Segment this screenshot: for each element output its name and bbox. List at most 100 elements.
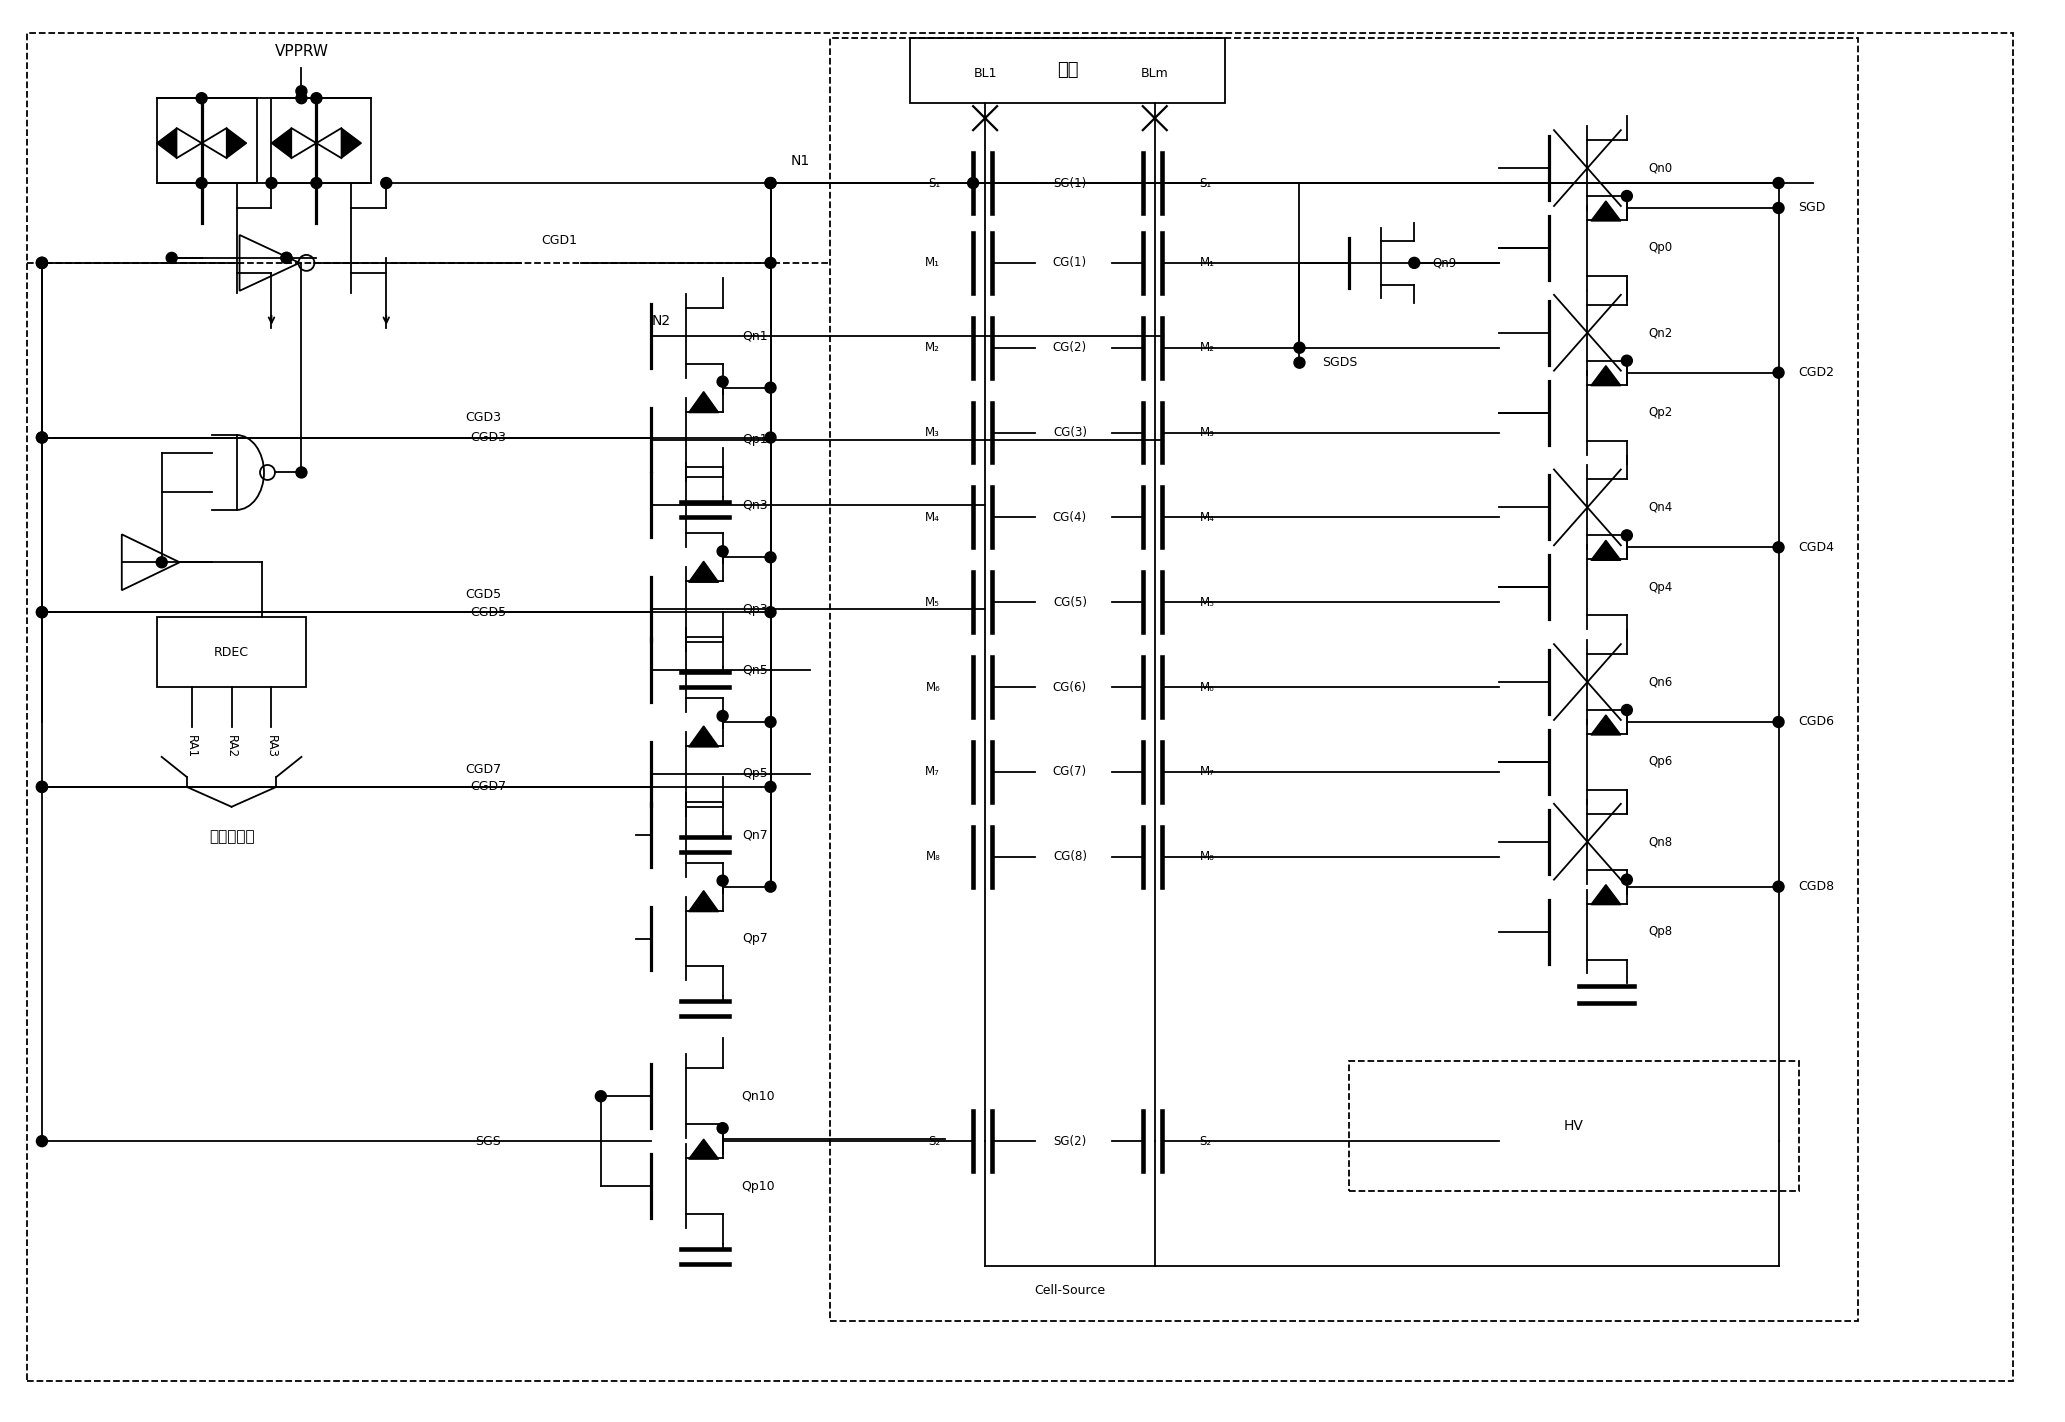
Circle shape bbox=[1774, 178, 1784, 189]
Circle shape bbox=[1621, 875, 1631, 884]
Text: CGD3: CGD3 bbox=[465, 411, 502, 424]
Circle shape bbox=[37, 1136, 47, 1146]
Circle shape bbox=[266, 178, 277, 189]
Circle shape bbox=[281, 252, 291, 263]
Text: BLm: BLm bbox=[1140, 67, 1169, 80]
Text: CG(3): CG(3) bbox=[1053, 427, 1086, 439]
Text: S₂: S₂ bbox=[927, 1135, 940, 1148]
Circle shape bbox=[764, 552, 776, 563]
Text: Qp6: Qp6 bbox=[1648, 755, 1673, 768]
Polygon shape bbox=[688, 562, 719, 582]
Polygon shape bbox=[227, 128, 246, 158]
Text: CG(5): CG(5) bbox=[1053, 596, 1086, 609]
Polygon shape bbox=[688, 727, 719, 747]
Circle shape bbox=[1774, 882, 1784, 892]
Circle shape bbox=[764, 717, 776, 728]
Text: N1: N1 bbox=[791, 154, 809, 168]
Text: 位线: 位线 bbox=[1057, 61, 1078, 80]
Circle shape bbox=[37, 257, 47, 269]
Text: Qn2: Qn2 bbox=[1648, 326, 1673, 340]
Polygon shape bbox=[341, 128, 361, 158]
Circle shape bbox=[968, 178, 979, 189]
Circle shape bbox=[37, 607, 47, 617]
Circle shape bbox=[1774, 717, 1784, 728]
Polygon shape bbox=[688, 890, 719, 912]
Text: RA2: RA2 bbox=[225, 735, 237, 758]
Bar bbox=[271, 98, 372, 183]
Text: Qn5: Qn5 bbox=[743, 664, 768, 677]
Bar bbox=[911, 38, 1225, 104]
Text: S₁: S₁ bbox=[927, 176, 940, 189]
Bar bbox=[157, 617, 306, 687]
Text: CGD7: CGD7 bbox=[465, 764, 502, 776]
Text: Qp2: Qp2 bbox=[1648, 407, 1673, 419]
Circle shape bbox=[37, 257, 47, 269]
Circle shape bbox=[1621, 704, 1631, 715]
Text: Qn1: Qn1 bbox=[743, 330, 768, 343]
Text: HV: HV bbox=[1563, 1119, 1584, 1133]
Bar bbox=[1348, 1061, 1799, 1192]
Circle shape bbox=[717, 711, 729, 721]
Text: Cell-Source: Cell-Source bbox=[1035, 1284, 1105, 1297]
Circle shape bbox=[764, 432, 776, 444]
Text: CGD7: CGD7 bbox=[471, 781, 506, 793]
Circle shape bbox=[295, 85, 308, 97]
Text: CG(1): CG(1) bbox=[1053, 256, 1086, 269]
Circle shape bbox=[312, 178, 322, 189]
Circle shape bbox=[717, 875, 729, 886]
Circle shape bbox=[37, 432, 47, 444]
Circle shape bbox=[1774, 367, 1784, 378]
Text: Qn6: Qn6 bbox=[1648, 675, 1673, 688]
Text: Qn3: Qn3 bbox=[743, 499, 768, 512]
Text: M₆: M₆ bbox=[1200, 681, 1214, 694]
Circle shape bbox=[1408, 257, 1421, 269]
Circle shape bbox=[717, 377, 729, 387]
Circle shape bbox=[312, 92, 322, 104]
Circle shape bbox=[37, 781, 47, 792]
Polygon shape bbox=[271, 128, 291, 158]
Text: CGD5: CGD5 bbox=[471, 606, 506, 619]
Bar bbox=[830, 38, 1858, 1321]
Polygon shape bbox=[688, 1139, 719, 1159]
Text: RDEC: RDEC bbox=[215, 646, 250, 658]
Text: M₅: M₅ bbox=[925, 596, 940, 609]
Circle shape bbox=[196, 92, 207, 104]
Circle shape bbox=[1774, 202, 1784, 213]
Circle shape bbox=[1621, 356, 1631, 367]
Text: M₂: M₂ bbox=[1200, 341, 1214, 354]
Text: SGD: SGD bbox=[1799, 202, 1825, 215]
Text: CG(8): CG(8) bbox=[1053, 850, 1086, 863]
Circle shape bbox=[764, 781, 776, 792]
Circle shape bbox=[380, 178, 392, 189]
Circle shape bbox=[595, 1091, 607, 1102]
Text: 块地址信号: 块地址信号 bbox=[209, 829, 254, 845]
Text: S₁: S₁ bbox=[1200, 176, 1212, 189]
Circle shape bbox=[37, 432, 47, 444]
Text: M₆: M₆ bbox=[925, 681, 940, 694]
Text: Qn4: Qn4 bbox=[1648, 501, 1673, 513]
Circle shape bbox=[764, 607, 776, 617]
Circle shape bbox=[295, 466, 308, 478]
Circle shape bbox=[764, 882, 776, 892]
Text: CGD5: CGD5 bbox=[465, 587, 502, 600]
Text: Qp0: Qp0 bbox=[1648, 242, 1673, 255]
Text: SG(2): SG(2) bbox=[1053, 1135, 1086, 1148]
Circle shape bbox=[764, 178, 776, 189]
Text: CGD6: CGD6 bbox=[1799, 715, 1834, 728]
Text: CGD3: CGD3 bbox=[471, 431, 506, 444]
Circle shape bbox=[37, 257, 47, 269]
Circle shape bbox=[295, 92, 308, 104]
Text: CGD4: CGD4 bbox=[1799, 540, 1834, 553]
Text: Qp7: Qp7 bbox=[743, 931, 768, 946]
Circle shape bbox=[1774, 542, 1784, 553]
Text: M₂: M₂ bbox=[925, 341, 940, 354]
Text: M₁: M₁ bbox=[1200, 256, 1214, 269]
Text: M₇: M₇ bbox=[1200, 765, 1214, 778]
Polygon shape bbox=[157, 128, 178, 158]
Circle shape bbox=[1621, 530, 1631, 540]
Text: CG(4): CG(4) bbox=[1053, 510, 1086, 523]
Bar bbox=[157, 98, 256, 183]
Text: Qn9: Qn9 bbox=[1431, 256, 1456, 269]
Text: SGDS: SGDS bbox=[1322, 356, 1357, 370]
Text: Qp10: Qp10 bbox=[741, 1180, 774, 1193]
